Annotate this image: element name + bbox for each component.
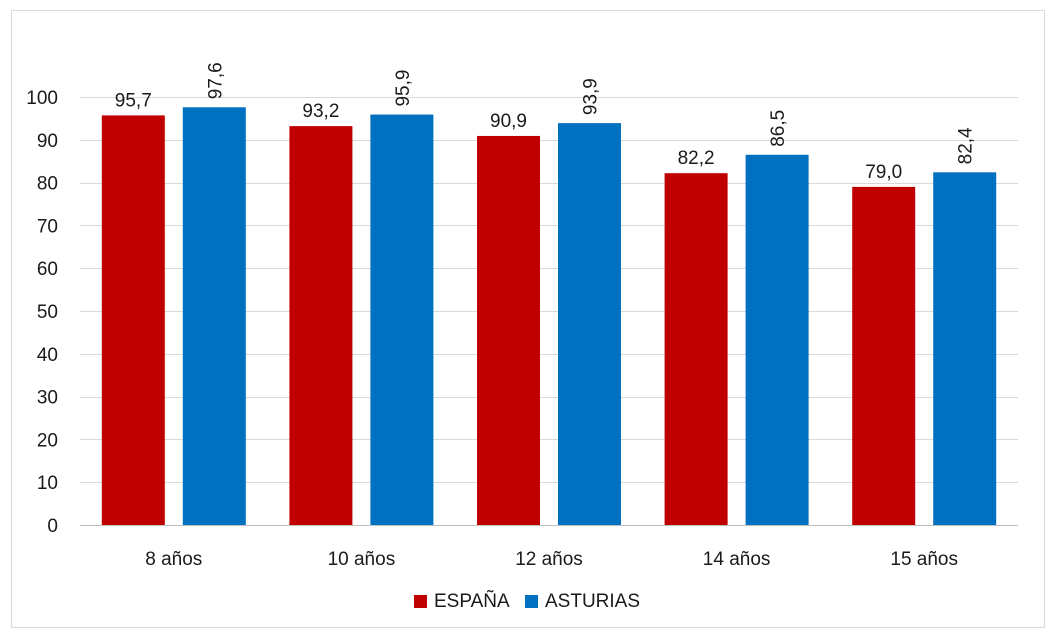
bar-asturias [370, 114, 434, 525]
data-label: 86,5 [768, 110, 789, 147]
legend: ESPAÑA ASTURIAS [414, 590, 640, 612]
y-tick-label: 40 [37, 345, 58, 366]
data-label: 82,2 [678, 148, 715, 169]
bars [101, 107, 997, 526]
data-label: 95,7 [115, 90, 152, 111]
bar-asturias [182, 107, 246, 525]
x-tick-label: 10 años [328, 549, 396, 570]
legend-swatch [414, 595, 427, 608]
data-label: 95,9 [393, 70, 414, 107]
bar-asturias [558, 123, 621, 525]
y-tick-label: 100 [26, 88, 58, 109]
data-label: 79,0 [865, 162, 902, 183]
x-tick-label: 12 años [515, 549, 583, 570]
data-label: 93,2 [302, 101, 339, 122]
data-label: 90,9 [490, 111, 527, 132]
bar-españa [852, 186, 916, 525]
x-axis-ticks: 8 años 10 años 12 años 14 años 15 años [145, 549, 958, 570]
y-tick-label: 10 [37, 473, 58, 494]
data-labels: 95,7 97,6 93,2 95,9 90,9 93,9 82,2 86,5 79,0 82,4 [115, 62, 977, 183]
y-tick-label: 30 [37, 388, 58, 409]
bar-españa [101, 115, 165, 526]
bar-españa [477, 135, 540, 525]
y-tick-label: 90 [37, 131, 58, 152]
y-tick-label: 0 [47, 516, 58, 537]
y-tick-label: 80 [37, 174, 58, 195]
y-tick-label: 70 [37, 216, 58, 237]
x-tick-label: 15 años [890, 549, 958, 570]
bar-españa [289, 126, 353, 525]
legend-swatch [525, 595, 538, 608]
y-axis-ticks: 0 10 20 30 40 50 60 70 80 90 100 [26, 88, 58, 537]
x-tick-label: 14 años [703, 549, 771, 570]
bar-españa [664, 173, 728, 525]
legend-label: ESPAÑA [434, 590, 510, 612]
bar-asturias [933, 172, 997, 525]
data-label: 97,6 [205, 62, 226, 99]
y-tick-label: 20 [37, 430, 58, 451]
data-label: 93,9 [581, 78, 602, 115]
y-tick-label: 60 [37, 259, 58, 280]
bar-asturias [745, 154, 809, 525]
legend-label: ASTURIAS [545, 591, 640, 612]
x-tick-label: 8 años [145, 549, 202, 570]
data-label: 82,4 [956, 127, 977, 164]
y-tick-label: 50 [37, 302, 58, 323]
